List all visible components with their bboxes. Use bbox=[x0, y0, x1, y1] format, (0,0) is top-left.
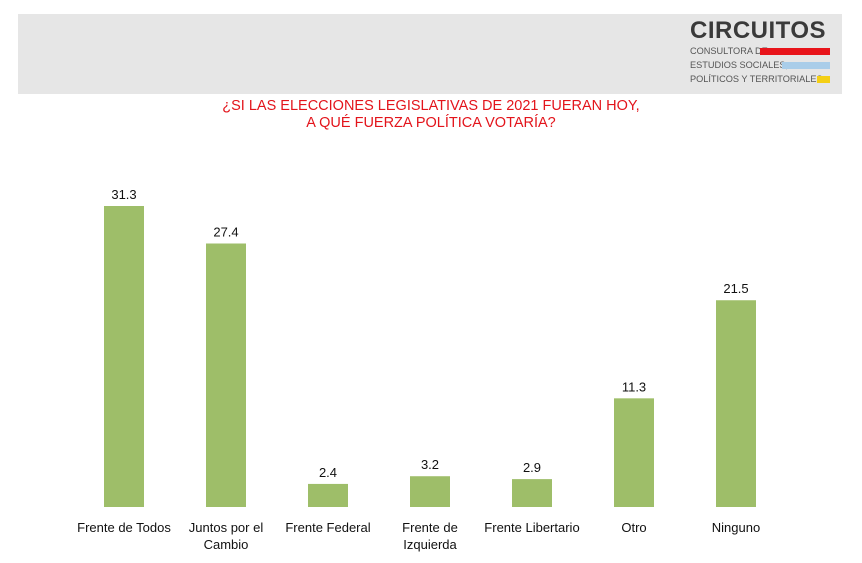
logo-yellow-bar bbox=[817, 76, 830, 83]
question-line-1: ¿SI LAS ELECCIONES LEGISLATIVAS DE 2021 … bbox=[222, 98, 640, 114]
value-label-6: 21.5 bbox=[723, 281, 748, 296]
value-label-4: 2.9 bbox=[523, 460, 541, 475]
category-label-1-line-0: Juntos por el bbox=[189, 520, 264, 535]
category-label-4: Frente Libertario bbox=[484, 520, 579, 535]
category-label-5: Otro bbox=[621, 520, 646, 535]
value-label-3: 3.2 bbox=[421, 457, 439, 472]
category-label-6: Ninguno bbox=[712, 520, 760, 535]
bar-2 bbox=[308, 483, 348, 507]
logo-line-1: CONSULTORA DE bbox=[690, 46, 768, 56]
category-label-2: Frente Federal bbox=[285, 520, 370, 535]
header-band bbox=[18, 14, 842, 94]
bar-4 bbox=[512, 479, 552, 507]
logo-blue-bar bbox=[782, 62, 830, 69]
circuitos-logo: CIRCUITOS CONSULTORA DE ESTUDIOS SOCIALE… bbox=[690, 18, 832, 90]
logo-line-3: POLÍTICOS Y TERRITORIALES bbox=[690, 74, 823, 84]
bar-0 bbox=[104, 206, 144, 507]
category-label-3-line-0: Frente de bbox=[402, 520, 458, 535]
category-label-1-line-1: Cambio bbox=[204, 537, 249, 552]
value-label-5: 11.3 bbox=[622, 379, 646, 394]
category-label-3-line-1: Izquierda bbox=[403, 537, 457, 552]
bar-3 bbox=[410, 476, 450, 507]
category-label-0: Frente de Todos bbox=[77, 520, 171, 535]
logo-red-bar bbox=[760, 48, 830, 55]
bar-1 bbox=[206, 243, 246, 507]
value-label-2: 2.4 bbox=[319, 465, 337, 480]
survey-question: ¿SI LAS ELECCIONES LEGISLATIVAS DE 2021 … bbox=[0, 98, 862, 132]
value-label-0: 31.3 bbox=[111, 187, 136, 202]
value-label-1: 27.4 bbox=[213, 225, 238, 240]
logo-line-2: ESTUDIOS SOCIALES, bbox=[690, 60, 789, 70]
bar-6 bbox=[716, 300, 756, 507]
logo-title: CIRCUITOS bbox=[690, 17, 827, 44]
bar-5 bbox=[614, 398, 654, 507]
question-line-2: A QUÉ FUERZA POLÍTICA VOTARÍA? bbox=[306, 115, 556, 131]
